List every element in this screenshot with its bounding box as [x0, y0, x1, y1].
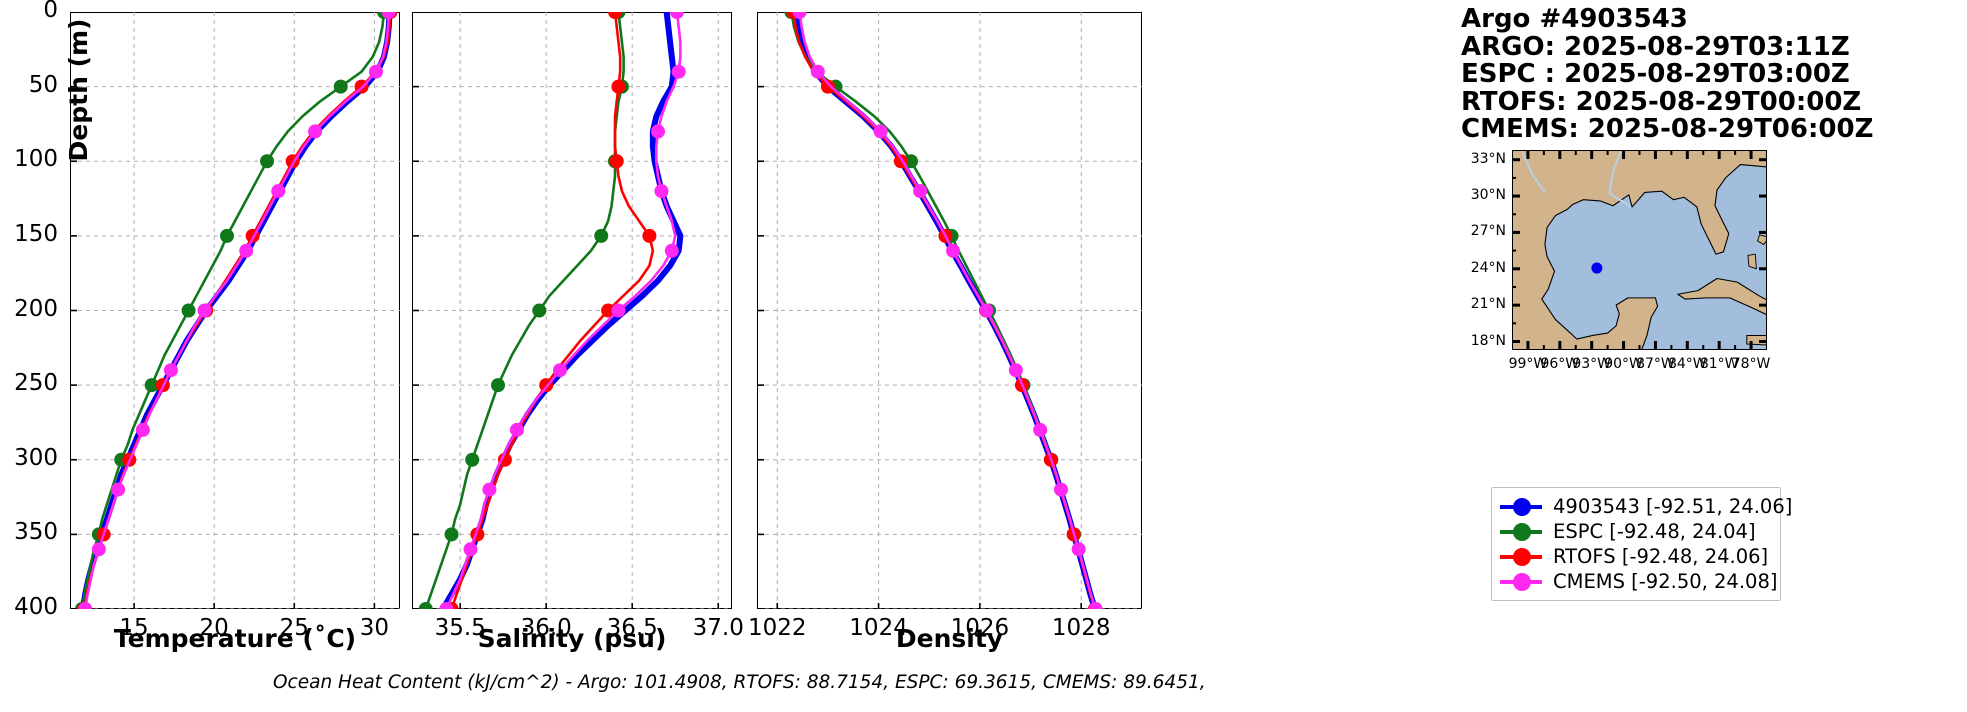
map-lon-tick-label: 78°W — [1731, 356, 1771, 372]
ocean-heat-content-caption: Ocean Heat Content (kJ/cm^2) - Argo: 101… — [273, 672, 1206, 693]
legend-line-swatch — [1500, 497, 1542, 516]
salinity-xtick-label: 37.0 — [692, 615, 744, 641]
header-line-argo: ARGO: 2025-08-29T03:11Z — [1461, 31, 1850, 62]
density-xtick-label: 1028 — [1051, 615, 1111, 641]
header-line-cmems: CMEMS: 2025-08-29T06:00Z — [1461, 114, 1874, 144]
map-lat-tick-label: 30°N — [1470, 187, 1506, 204]
temperature-plot-area — [70, 12, 400, 609]
map-lon-tick-label: 96°W — [1540, 356, 1580, 372]
map-lon-tick-label: 99°W — [1508, 356, 1548, 372]
legend-item[interactable]: ESPC [-92.48, 24.04] — [1500, 519, 1770, 544]
legend-item-label: CMEMS [-92.50, 24.08] — [1553, 570, 1778, 593]
temperature-axis-label: Temperature (˚C) — [113, 624, 357, 653]
legend-marker-dot — [1513, 572, 1531, 591]
legend-item-label: ESPC [-92.48, 24.04] — [1553, 520, 1756, 543]
map-lat-tick-label: 21°N — [1470, 296, 1506, 313]
salinity-panel: Salinity (psu) — [412, 12, 732, 653]
density-plot-area — [757, 12, 1142, 609]
temperature-xtick-label: 25 — [279, 615, 309, 641]
depth-ytick-label: 150 — [14, 220, 58, 247]
series-legend: 4903543 [-92.51, 24.06] ESPC [-92.48, 24.… — [1491, 487, 1792, 601]
map-lat-tick-label: 27°N — [1470, 223, 1506, 240]
map-lon-tick-label: 84°W — [1667, 356, 1707, 372]
density-xtick-label: 1022 — [747, 615, 807, 641]
depth-ytick-label: 250 — [14, 370, 58, 397]
header-line-espc: ESPC : 2025-08-29T03:00Z — [1461, 59, 1850, 89]
map-lon-tick-label: 87°W — [1636, 356, 1675, 372]
salinity-xtick-label: 36.5 — [606, 615, 658, 641]
temperature-xtick-label: 30 — [359, 615, 389, 641]
density-axis-label: Density — [895, 624, 1004, 653]
temperature-panel: Depth (m) Temperature (˚C) — [64, 12, 400, 653]
legend-line-swatch — [1500, 547, 1542, 566]
salinity-xtick-label: 35.5 — [434, 615, 486, 641]
legend-marker-dot — [1513, 522, 1531, 541]
density-xtick-label: 1024 — [849, 615, 908, 641]
depth-ytick-label: 300 — [14, 444, 58, 471]
location-map-panel — [1512, 150, 1767, 350]
legend-item[interactable]: RTOFS [-92.48, 24.06] — [1500, 544, 1770, 569]
salinity-axis-label: Salinity (psu) — [477, 624, 667, 653]
salinity-plot-area — [412, 12, 732, 609]
legend-marker-dot — [1513, 497, 1531, 516]
salinity-xtick-label: 36.0 — [520, 615, 572, 641]
depth-ytick-label: 400 — [14, 594, 58, 620]
header-line-title: Argo #4903543 — [1461, 4, 1688, 34]
legend-marker-dot — [1513, 547, 1531, 566]
depth-ytick-label: 100 — [14, 146, 58, 173]
temperature-xtick-label: 15 — [119, 615, 149, 641]
profile-header: Argo #4903543 ARGO: 2025-08-29T03:11Z ES… — [1461, 4, 1874, 144]
depth-axis-label: Depth (m) — [64, 18, 93, 162]
gulf-of-mexico-map[interactable] — [1512, 150, 1767, 350]
density-xtick-label: 1026 — [950, 615, 1010, 641]
map-lat-tick-label: 18°N — [1470, 332, 1506, 349]
map-lon-tick-label: 90°W — [1604, 356, 1643, 372]
density-panel: Density — [757, 12, 1142, 653]
header-line-rtofs: RTOFS: 2025-08-29T00:00Z — [1461, 86, 1862, 117]
map-lat-tick-label: 24°N — [1470, 259, 1506, 276]
legend-item-label: RTOFS [-92.48, 24.06] — [1553, 545, 1769, 568]
depth-ytick-label: 350 — [14, 519, 58, 546]
depth-ytick-label: 200 — [14, 295, 58, 322]
map-lat-tick-label: 33°N — [1470, 150, 1506, 167]
depth-ytick-label: 50 — [28, 71, 58, 98]
temperature-xtick-label: 20 — [199, 615, 229, 641]
legend-item[interactable]: CMEMS [-92.50, 24.08] — [1500, 569, 1777, 594]
map-lon-tick-label: 81°W — [1699, 356, 1739, 372]
legend-item-label: 4903543 [-92.51, 24.06] — [1553, 495, 1793, 518]
legend-line-swatch — [1500, 572, 1542, 591]
depth-ytick-label: 0 — [43, 0, 58, 23]
legend-line-swatch — [1500, 522, 1542, 541]
legend-item[interactable]: 4903543 [-92.51, 24.06] — [1500, 494, 1792, 519]
map-lon-tick-label: 93°W — [1572, 356, 1612, 372]
